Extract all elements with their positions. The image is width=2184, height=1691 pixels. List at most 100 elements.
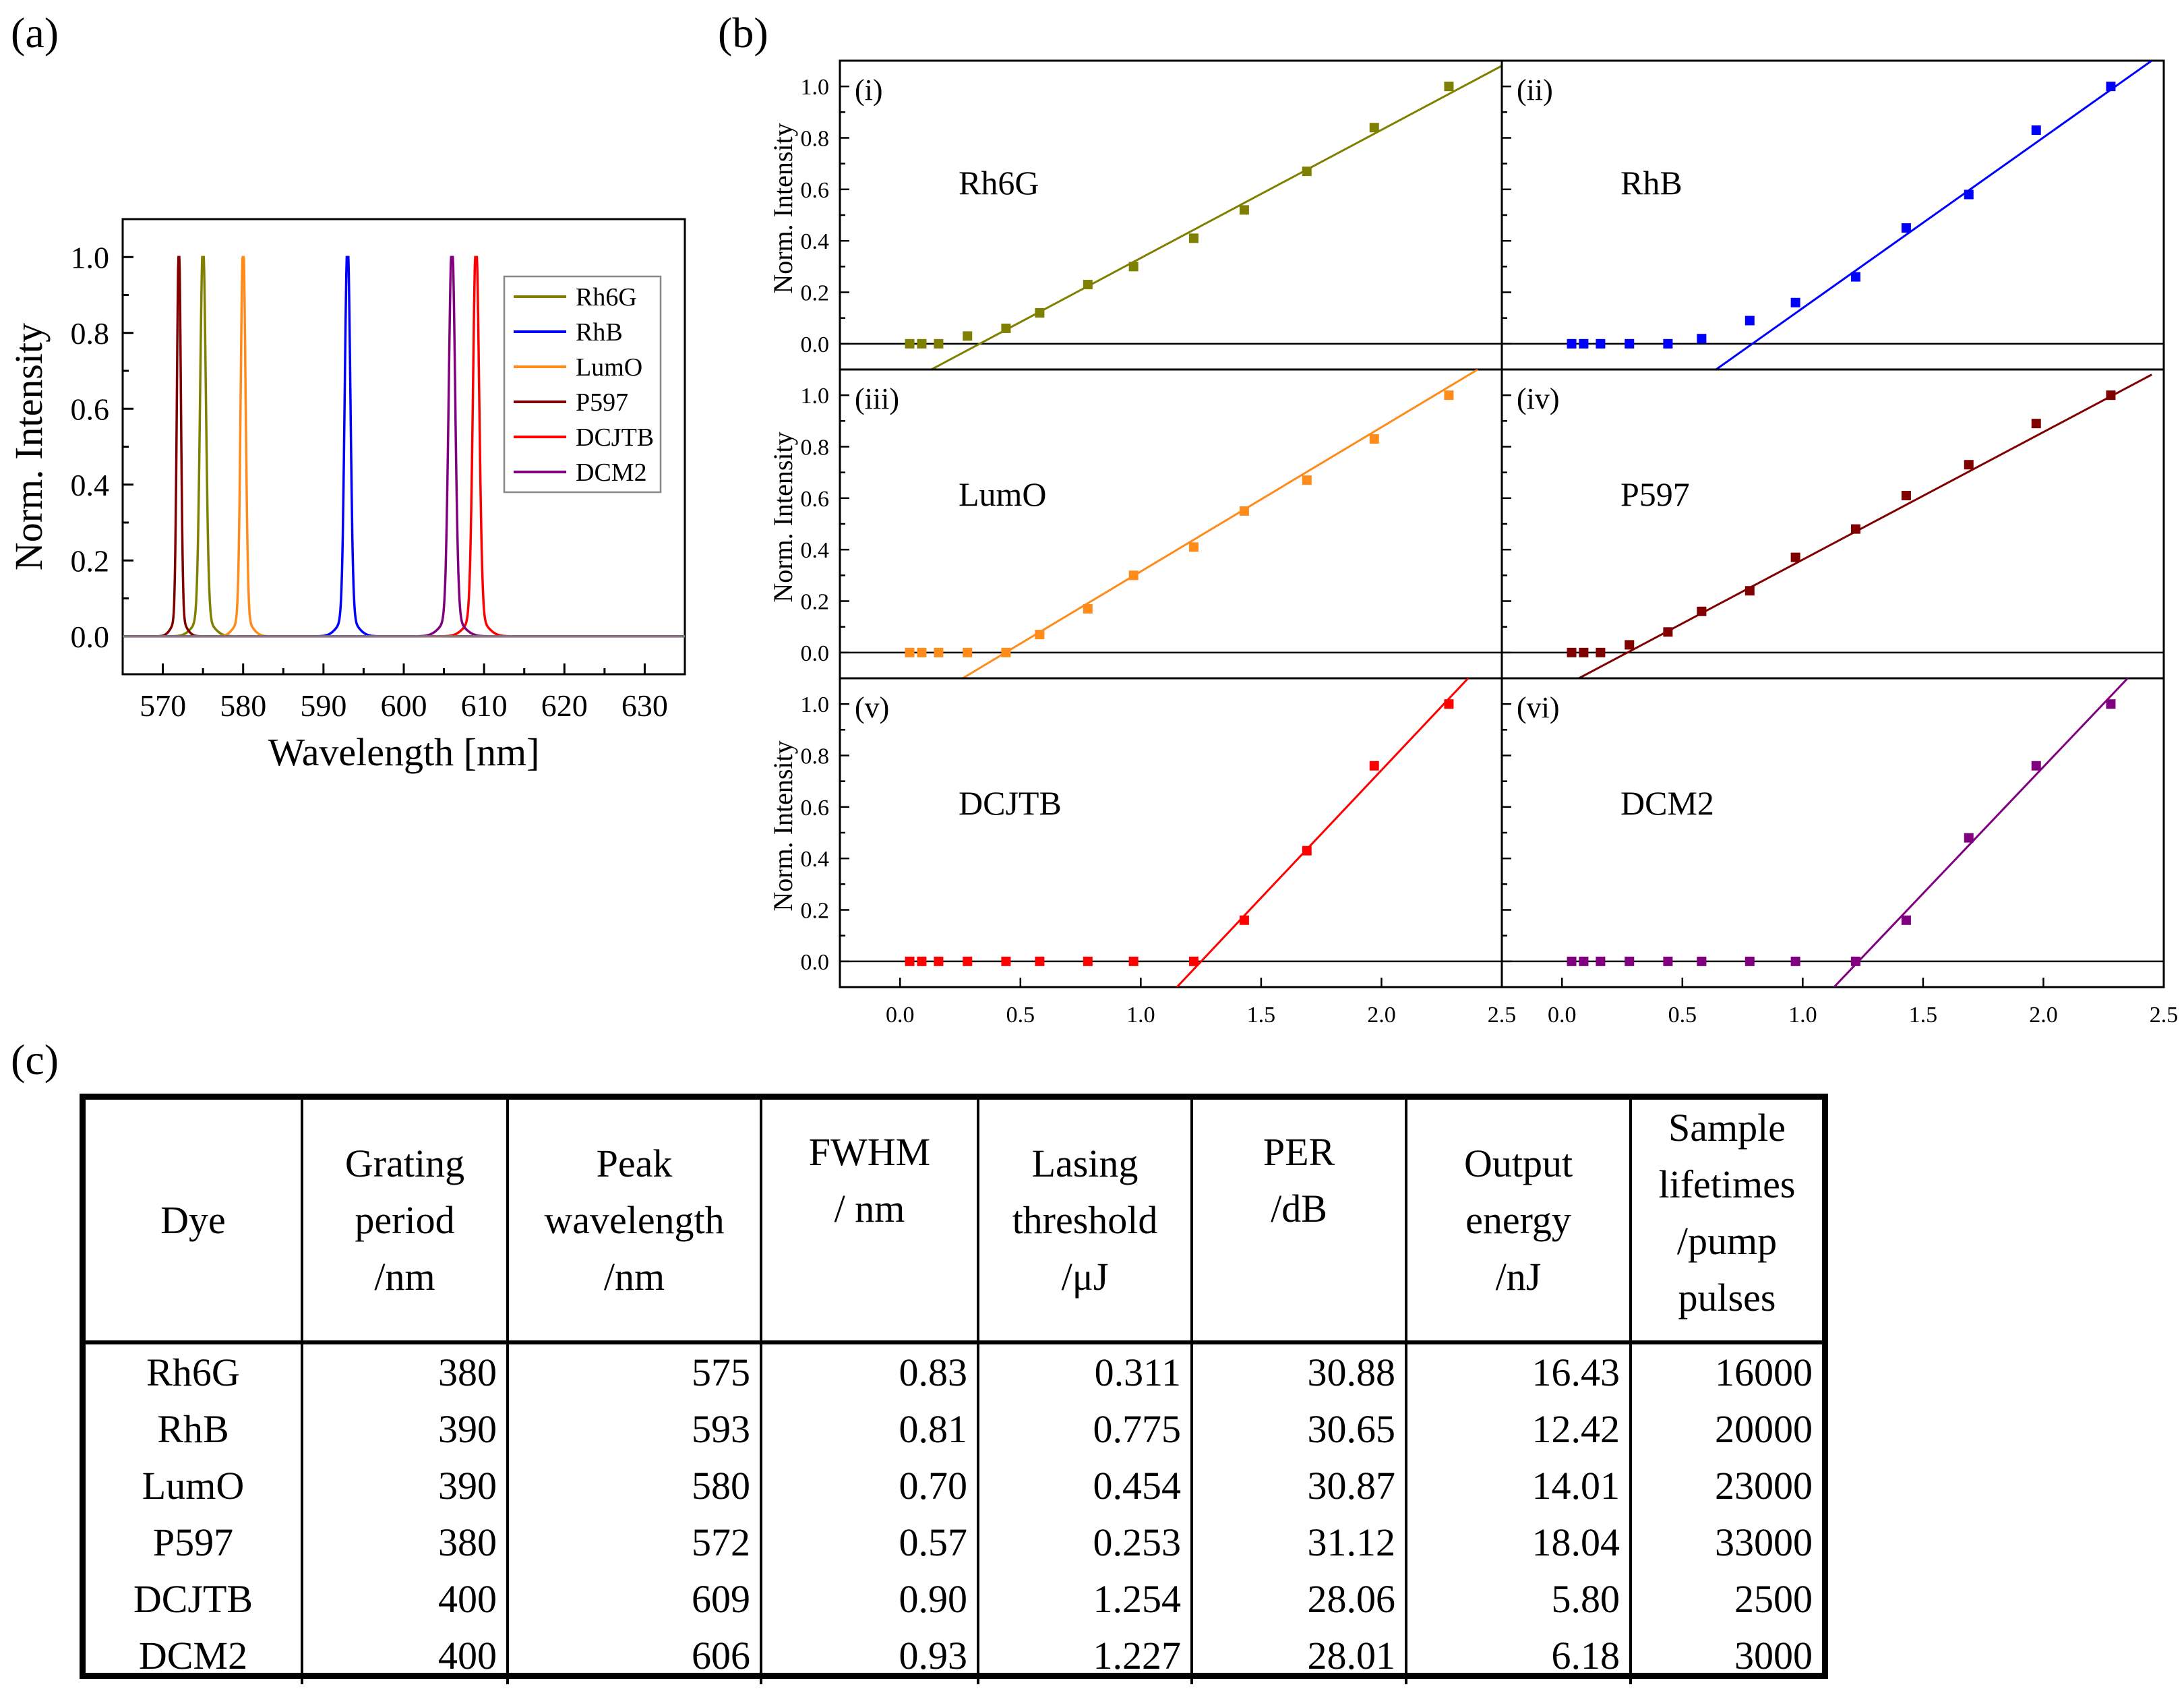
data-point	[1596, 338, 1606, 349]
data-point	[2106, 699, 2116, 709]
table-cell: 31.12	[1190, 1514, 1406, 1571]
data-point	[1625, 640, 1635, 650]
dye-label: Rh6G	[959, 164, 1039, 202]
data-point	[1850, 956, 1860, 966]
table-cell: 0.81	[760, 1401, 978, 1458]
table-cell: 3000	[1629, 1628, 1822, 1684]
data-point	[1239, 205, 1249, 215]
subplot-frame	[1500, 59, 2165, 371]
table-cell: 16000	[1629, 1342, 1822, 1401]
x-tick-label: 580	[220, 688, 266, 723]
x-tick-label: 620	[541, 688, 588, 723]
table-cell: 28.06	[1190, 1571, 1406, 1628]
data-point	[1188, 542, 1199, 552]
y-tick-label: 0.0	[71, 620, 110, 654]
y-tick-label: 0.4	[71, 468, 110, 502]
fit-line	[1715, 61, 2153, 369]
y-tick-label: 0.2	[71, 543, 110, 578]
table-header-cell: FWHM / nm	[760, 1100, 978, 1344]
table-cell: 0.311	[977, 1342, 1192, 1401]
dye-label: LumO	[959, 475, 1047, 513]
table-cell: 390	[301, 1458, 508, 1514]
table-cell: 575	[506, 1342, 761, 1401]
y-tick-label: 0.8	[801, 127, 830, 152]
data-point	[917, 956, 927, 966]
table-cell: 2500	[1629, 1571, 1822, 1628]
y-tick-label: 0.2	[801, 899, 830, 924]
table-cell: 23000	[1629, 1458, 1822, 1514]
table-cell: 0.253	[977, 1514, 1192, 1571]
table-header-cell: Dye	[86, 1100, 302, 1344]
y-axis-label: Norm. Intensity	[7, 323, 51, 570]
table-cell: 0.454	[977, 1458, 1192, 1514]
data-point	[905, 338, 915, 349]
subplot-dcjtb: 0.0 0.2 0.4 0.6 0.8 1.0 0.0 0.5 1.0 1.5 2.0 2.5 Pump…	[768, 677, 1517, 1052]
data-point	[1964, 460, 1974, 470]
data-point	[1625, 956, 1635, 966]
table-cell: 0.93	[760, 1628, 978, 1684]
data-point	[1790, 552, 1800, 562]
table-header-row: Dye Grating period/nm Peak wavelength/nm FWHM…	[86, 1100, 1822, 1344]
data-point	[1239, 915, 1249, 925]
x-tick-label: 590	[300, 688, 346, 723]
data-point	[1850, 524, 1860, 534]
data-point	[1567, 647, 1577, 657]
x-tick-label: 0.5	[1668, 1003, 1697, 1028]
data-point	[1083, 280, 1093, 290]
data-point	[1579, 647, 1589, 657]
data-point	[1850, 272, 1860, 282]
data-point	[1188, 956, 1199, 966]
y-axis-label: Norm. Intensity	[768, 123, 798, 293]
table-cell: DCJTB	[133, 1577, 253, 1621]
data-point	[1188, 233, 1199, 243]
fit-line	[962, 369, 1479, 678]
legend-label-dcjtb: DCJTB	[576, 423, 654, 452]
data-point	[1697, 606, 1707, 616]
data-point	[1901, 223, 1911, 233]
legend-box	[503, 275, 662, 494]
panel-label-a: (a)	[11, 9, 59, 57]
table-cell: 593	[506, 1401, 761, 1458]
data-point	[2031, 761, 2041, 771]
table-header-cell: PER/dB	[1190, 1100, 1406, 1344]
table-cell: 12.42	[1405, 1401, 1631, 1458]
subplot-id-label: (iv)	[1517, 382, 1560, 415]
table-cell: 5.80	[1405, 1571, 1631, 1628]
x-tick-label: 2.5	[1488, 1003, 1517, 1028]
subplot-id-label: (v)	[855, 691, 889, 724]
data-point	[1745, 956, 1755, 966]
y-tick-label: 0.6	[801, 487, 830, 512]
table-row: P597 380 572 0.57 0.253 31.12 18.04 33000	[86, 1514, 1822, 1571]
table-cell: 28.01	[1190, 1628, 1406, 1684]
x-tick-label: 1.5	[1247, 1003, 1276, 1028]
subplot-p597: (iv) P597	[1500, 368, 2165, 680]
x-tick-label: 630	[621, 688, 668, 723]
data-point	[1001, 956, 1011, 966]
data-point	[1567, 956, 1577, 966]
x-tick-label: 570	[140, 688, 186, 723]
data-point	[934, 647, 944, 657]
subplot-frame	[839, 368, 1503, 680]
table-cell: 0.70	[760, 1458, 978, 1514]
data-point	[1901, 915, 1911, 925]
data-point	[1901, 491, 1911, 501]
x-tick-label: 2.0	[2029, 1003, 2058, 1028]
table-cell: 390	[301, 1401, 508, 1458]
dye-label: P597	[1620, 475, 1690, 513]
data-point	[1001, 647, 1011, 657]
subplot-frame	[1500, 368, 2165, 680]
table-cell: 580	[506, 1458, 761, 1514]
fit-line	[1176, 678, 1469, 987]
table-cell: Rh6G	[146, 1351, 240, 1394]
subplot-id-label: (ii)	[1517, 73, 1553, 107]
y-axis-label: Norm. Intensity	[768, 432, 798, 602]
table-cell: 0.90	[760, 1571, 978, 1628]
data-point	[963, 647, 973, 657]
subplot-rhb: (ii) RhB	[1500, 59, 2165, 371]
table-cell: 1.254	[977, 1571, 1192, 1628]
figure-canvas: (a) (b)570 580 590 600 610 620 6300.00.20.40.60…	[7, 9, 2178, 1052]
y-tick-label: 1.0	[71, 240, 110, 274]
data-point	[1302, 846, 1312, 856]
table-cell: 606	[506, 1628, 761, 1684]
data-point	[1239, 506, 1249, 516]
